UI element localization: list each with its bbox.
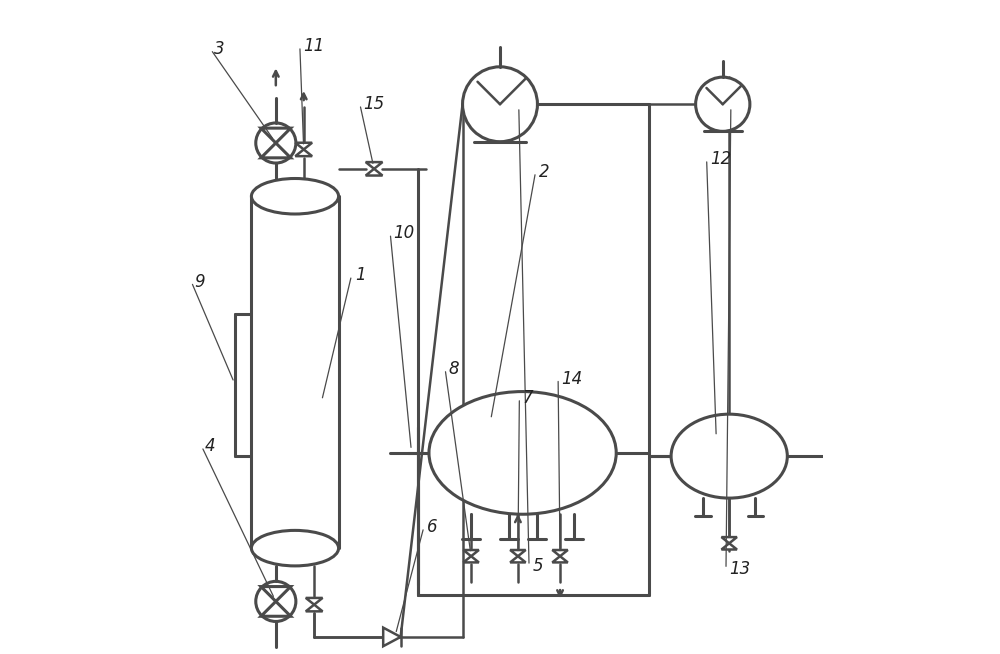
Text: 12: 12 [710,150,731,168]
Polygon shape [295,143,312,150]
Text: 6: 6 [427,518,438,536]
Circle shape [463,67,537,142]
Ellipse shape [429,392,616,514]
Polygon shape [552,556,568,562]
Text: 1: 1 [355,266,365,284]
Polygon shape [366,162,382,169]
Polygon shape [261,602,291,616]
Text: 3: 3 [214,41,225,58]
Polygon shape [463,550,479,556]
Ellipse shape [671,414,787,498]
Text: 15: 15 [363,95,384,113]
Text: 14: 14 [561,370,583,388]
Bar [251,196,339,548]
Polygon shape [261,587,291,602]
Polygon shape [295,150,312,156]
Circle shape [696,77,750,131]
Ellipse shape [251,530,339,566]
Polygon shape [366,169,382,175]
Text: 5: 5 [532,557,543,575]
Polygon shape [463,556,479,562]
Polygon shape [383,628,401,646]
Text: 13: 13 [729,560,750,578]
Polygon shape [306,605,323,611]
Text: 9: 9 [195,273,205,291]
Polygon shape [261,143,291,158]
Text: 11: 11 [303,37,324,55]
Text: 2: 2 [539,163,549,181]
Polygon shape [552,550,568,556]
Polygon shape [721,543,737,549]
Text: 4: 4 [205,438,216,455]
Ellipse shape [251,179,339,214]
Text: 10: 10 [393,224,415,243]
Polygon shape [510,556,526,562]
Text: 8: 8 [448,360,459,378]
Polygon shape [510,550,526,556]
Polygon shape [306,598,323,605]
Polygon shape [261,128,291,143]
Polygon shape [721,537,737,543]
Text: 7: 7 [523,389,533,407]
